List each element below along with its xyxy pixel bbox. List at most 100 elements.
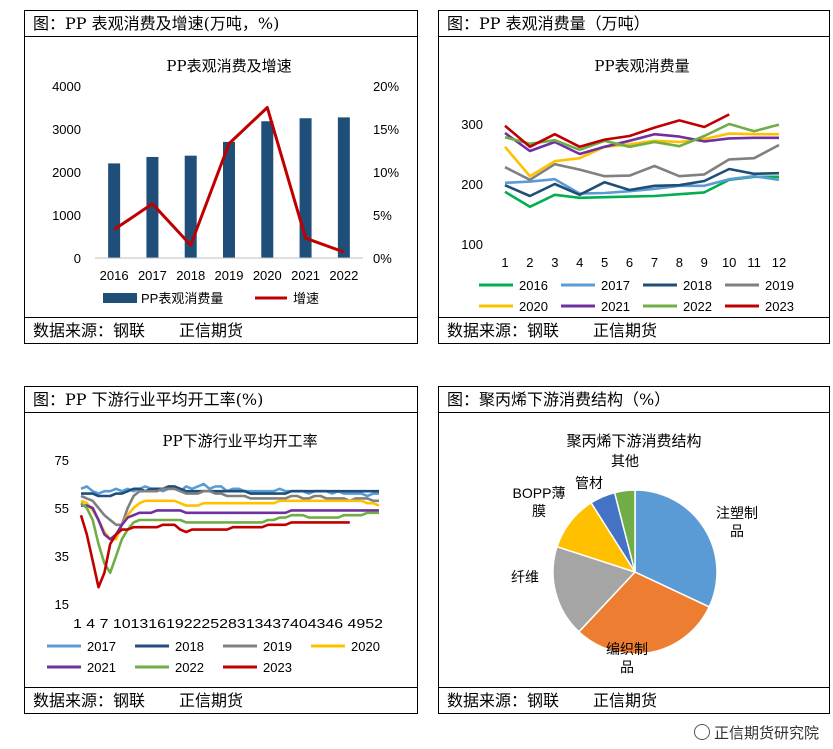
series-line: [81, 504, 379, 541]
chart-title: PP表观消费量: [594, 57, 689, 75]
y-tick-label: 35: [55, 549, 69, 564]
legend-label: 2021: [87, 660, 116, 675]
slice-label: 注塑制品: [716, 505, 758, 539]
legend-label: 2023: [263, 660, 292, 675]
slice-label: 管材: [575, 475, 603, 491]
x-tick-labels: 1 4 7 10131619222528313437404346 4952: [73, 616, 383, 631]
y-tick-label: 15: [55, 597, 69, 612]
y-tick-label: 3000: [52, 122, 81, 137]
source-label: 数据来源：钢联: [33, 691, 146, 710]
source-org: 正信期货: [179, 321, 244, 340]
source-org: 正信期货: [593, 691, 658, 710]
bar: [337, 117, 350, 258]
legend-label: 2019: [263, 639, 292, 654]
chart-consumption-growth: PP表观消费及增速 0 1000 2000 3000 4000 0% 5% 10% 15% 20% 2…: [52, 57, 399, 306]
legend-label: 2023: [765, 299, 794, 314]
slice-label: BOPP薄膜: [513, 485, 566, 519]
legend-label: 2017: [87, 639, 116, 654]
x-tick-label: 7: [651, 255, 658, 270]
panel-consumption-structure: 图：聚丙烯下游消费结构（%） 聚丙烯下游消费结构 注塑制品 编织制品 纤维 BOPP薄膜…: [438, 386, 830, 714]
source-label: 数据来源：钢联: [447, 691, 560, 710]
y-tick-label: 200: [461, 177, 483, 192]
y2-tick-label: 5%: [373, 208, 392, 223]
x-tick-label: 11: [747, 255, 761, 270]
legend-label: 2016: [519, 278, 548, 293]
legend-label: 2018: [175, 639, 204, 654]
y2-tick-label: 10%: [373, 165, 399, 180]
slice-label: 其他: [611, 453, 639, 469]
x-tick-label: 2: [526, 255, 533, 270]
growth-line: [113, 106, 345, 254]
x-tick-label: 2021: [291, 268, 320, 283]
panel-title: 图：聚丙烯下游消费结构（%）: [439, 387, 829, 413]
panel-source: 数据来源：钢联 正信期货: [25, 317, 417, 343]
series-line: [504, 113, 730, 149]
panel-apparent-consumption: 图：PP 表观消费量（万吨） PP表观消费量 100 200 300 1 2 3 4 5 6 7 8 9…: [438, 10, 830, 344]
chart-title: PP下游行业平均开工率: [162, 432, 317, 450]
watermark: 正信期货研究院: [693, 722, 819, 743]
x-tick-label: 9: [701, 255, 708, 270]
pie-slice: [552, 545, 637, 633]
x-tick-label: 1: [501, 255, 508, 270]
series-line: [80, 487, 379, 527]
x-tick-label: 6: [626, 255, 633, 270]
bar: [223, 141, 235, 258]
x-tick-label: 2016: [100, 268, 129, 283]
series-line: [504, 122, 780, 152]
pie-slice: [613, 489, 636, 573]
y2-tick-label: 20%: [373, 79, 399, 94]
x-tick-label: 12: [772, 255, 786, 270]
panel-consumption-growth: 图：PP 表观消费及增速(万吨，%) PP表观消费及增速 0 1000 2000 300…: [24, 10, 418, 344]
legend-label: 2020: [351, 639, 380, 654]
series-line: [504, 174, 780, 195]
x-tick-label: 2017: [138, 268, 167, 283]
pie-slice: [577, 571, 711, 655]
bar: [184, 155, 197, 258]
x-tick-label: 3: [551, 255, 558, 270]
y2-tick-label: 15%: [373, 122, 399, 137]
y-tick-label: 1000: [52, 208, 81, 223]
y-tick-label: 2000: [52, 165, 81, 180]
legend-label: 2021: [601, 299, 630, 314]
y-tick-label: 100: [461, 237, 483, 252]
series-line: [504, 131, 779, 156]
series-line: [79, 514, 350, 589]
panel-source: 数据来源：钢联 正信期货: [25, 687, 417, 713]
bar: [146, 156, 159, 258]
legend-label: 2017: [601, 278, 630, 293]
x-tick-label: 2018: [176, 268, 205, 283]
legend-label: 增速: [293, 291, 319, 306]
x-tick-label: 8: [676, 255, 683, 270]
watermark-text: 正信期货研究院: [713, 724, 819, 742]
wechat-icon: [693, 724, 710, 740]
series-line: [80, 502, 379, 575]
source-org: 正信期货: [593, 321, 658, 340]
legend-label: 2022: [683, 299, 712, 314]
source-label: 数据来源：钢联: [33, 321, 146, 340]
slice-label: 纤维: [511, 569, 539, 585]
bar: [108, 163, 121, 258]
x-tick-label: 4: [576, 255, 583, 270]
x-tick-label: 2019: [215, 268, 244, 283]
panel-operating-rate: 图：PP 下游行业平均开工率(%) PP下游行业平均开工率 15 35 55 75 1 4…: [24, 386, 418, 714]
panel-title: 图：PP 下游行业平均开工率(%): [25, 387, 417, 413]
series-line: [504, 143, 780, 182]
panel-title: 图：PP 表观消费及增速(万吨，%): [25, 11, 417, 37]
x-tick-label: 2022: [329, 268, 358, 283]
x-tick-label: 2020: [253, 268, 282, 283]
y-tick-label: 4000: [52, 79, 81, 94]
pie-slice: [634, 489, 718, 608]
legend-label: 2022: [175, 660, 204, 675]
panel-source: 数据来源：钢联 正信期货: [439, 317, 829, 343]
legend-swatch-bar: [103, 293, 137, 303]
x-tick-label: 10: [722, 255, 736, 270]
y-tick-label: 55: [55, 501, 69, 516]
series-line: [81, 485, 379, 498]
y-tick-label: 0: [74, 251, 81, 266]
bar: [261, 121, 274, 258]
slice-label: 编织制品: [606, 641, 648, 675]
y-tick-label: 300: [461, 117, 483, 132]
legend-label: 2018: [683, 278, 712, 293]
